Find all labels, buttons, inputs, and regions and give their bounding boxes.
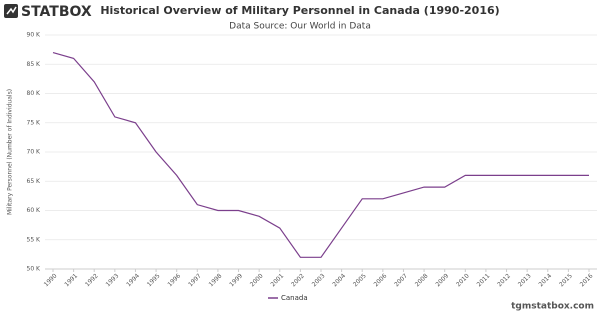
chart-subtitle: Data Source: Our World in Data	[229, 22, 371, 32]
logo-text: STATBOX	[21, 4, 92, 20]
x-tick-label: 2003	[311, 272, 327, 288]
x-tick-label: 2004	[331, 272, 347, 288]
y-tick-label: 70 K	[27, 149, 42, 156]
x-tick-label: 2002	[290, 272, 306, 288]
x-tick-label: 1993	[105, 272, 121, 288]
y-tick-label: 55 K	[27, 236, 42, 243]
y-tick-label: 50 K	[27, 266, 42, 273]
x-tick-label: 2012	[496, 272, 512, 288]
x-tick-label: 2014	[537, 272, 553, 288]
y-tick-label: 90 K	[27, 32, 42, 39]
x-tick-label: 1995	[146, 272, 162, 288]
x-tick-label: 2011	[476, 272, 492, 288]
logo-icon	[4, 4, 18, 18]
chart-title: Historical Overview of Military Personne…	[100, 4, 499, 17]
x-tick-label: 2008	[414, 272, 430, 288]
x-tick-label: 2010	[455, 272, 471, 288]
x-tick-label: 2007	[393, 272, 409, 288]
x-tick-label: 2006	[373, 272, 389, 288]
x-tick-label: 2013	[517, 272, 533, 288]
y-tick-label: 75 K	[27, 119, 42, 126]
x-tick-label: 2015	[558, 272, 574, 288]
x-tick-label: 1994	[125, 272, 141, 288]
x-tick-label: 1996	[166, 272, 182, 288]
footer: tgmstatbox.com	[511, 302, 594, 312]
line	[52, 51, 589, 258]
x-tick-label: 2009	[434, 272, 450, 288]
y-tick-label: 60 K	[27, 207, 42, 214]
legend-label: Canada	[281, 294, 308, 302]
x-tick-label: 1997	[187, 272, 203, 288]
y-tick-label: 85 K	[27, 61, 42, 68]
x-tick-label: 1999	[228, 272, 244, 288]
y-tick-label: 65 K	[27, 178, 42, 185]
x-tick-label: 2016	[579, 272, 595, 288]
x-tick-label: 2001	[269, 272, 285, 288]
x-tick-label: 1991	[63, 272, 79, 288]
x-tick-label: 1990	[43, 272, 59, 288]
y-tick-label: 80 K	[27, 90, 42, 97]
y-axis-label: Military Personnel (Number of Individual…	[7, 89, 14, 215]
logo: STATBOX	[4, 4, 92, 20]
logo-icon-line	[6, 6, 17, 15]
x-tick-label: 2000	[249, 272, 265, 288]
x-tick-label: 1992	[84, 272, 100, 288]
x-tick-label: 1998	[208, 272, 224, 288]
x-tick-label: 2005	[352, 272, 368, 288]
